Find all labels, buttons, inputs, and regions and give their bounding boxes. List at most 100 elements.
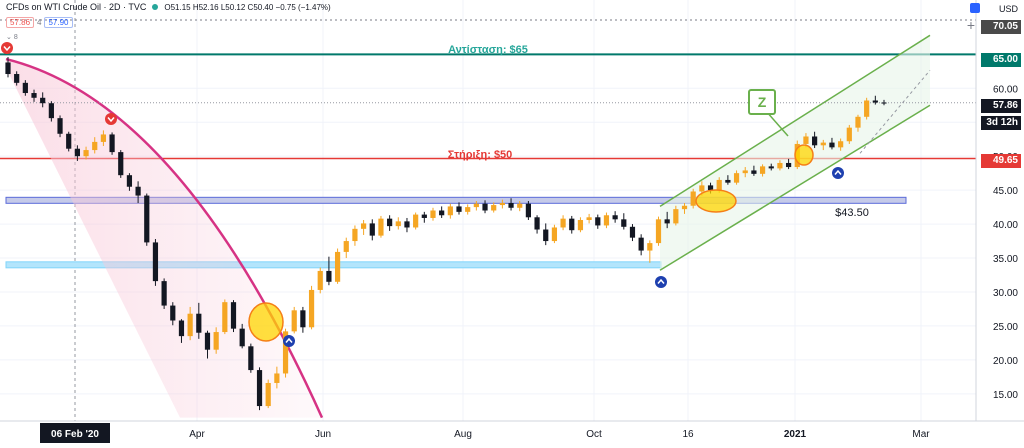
add-crosshair-icon[interactable]: + — [966, 17, 976, 33]
candle-body — [265, 382, 271, 407]
buy-arrow-icon — [283, 335, 295, 347]
x-tick-label: Aug — [454, 429, 472, 440]
price-tag-support: 49.65 — [981, 154, 1021, 168]
candle-body — [187, 313, 193, 337]
candle-body — [629, 226, 636, 238]
candle-body — [742, 170, 748, 174]
candle-body — [577, 220, 584, 231]
candle-body — [256, 370, 263, 407]
channel-midline — [859, 69, 931, 154]
y-tick-label: 20.00 — [993, 356, 1018, 367]
candle-body — [638, 237, 644, 251]
zone-value-label: $43.50 — [835, 207, 869, 219]
candle-body — [560, 218, 566, 228]
crosshair-date-box — [40, 423, 110, 443]
y-tick-label: 15.00 — [993, 390, 1018, 401]
x-tick-label: Jun — [315, 429, 331, 440]
candle-body — [369, 223, 375, 236]
candle-body — [421, 214, 427, 218]
x-tick-label: 16 — [682, 429, 694, 440]
candle-body — [334, 251, 341, 282]
candle-body — [681, 205, 688, 210]
y-tick-label: 35.00 — [993, 254, 1018, 265]
candle-body — [707, 185, 714, 191]
x-tick-label: Apr — [189, 429, 205, 440]
y-tick-label: 45.00 — [993, 186, 1018, 197]
zone-43-50 — [5, 196, 907, 204]
channel-lower — [659, 104, 931, 271]
downtrend-curve — [5, 57, 324, 419]
candle-body — [343, 241, 349, 252]
candle-body — [48, 103, 54, 119]
time-axis[interactable]: 06 Feb '20 Apr Jun Aug Oct 16 2021 Mar — [40, 423, 930, 443]
ohlc-readout: O51.15 H52.16 L50.12 C50.40 −0.75 (−1.47… — [164, 2, 331, 12]
currency-label[interactable]: USD — [998, 4, 1018, 14]
candle-body — [846, 127, 852, 142]
candle-body — [161, 281, 167, 306]
x-tick-label: Mar — [912, 429, 930, 440]
x-tick-label: 06 Feb '20 — [51, 429, 99, 440]
candle-body — [100, 134, 107, 142]
candle-body — [603, 215, 610, 226]
candle-body — [83, 150, 89, 157]
resistance-label: Αντίσταση: $65 — [448, 44, 528, 56]
candle-body — [586, 217, 592, 221]
candles — [5, 57, 887, 411]
candle-body — [864, 100, 870, 117]
candle-body — [829, 142, 835, 148]
candle-body — [40, 97, 46, 104]
candle-body — [725, 179, 731, 183]
candle-body — [144, 195, 150, 243]
candle-body — [759, 166, 766, 174]
candle-body — [291, 310, 297, 332]
candle-body — [733, 173, 740, 183]
candle-body — [621, 219, 627, 227]
price-axis[interactable]: 15.0020.0025.0030.0035.0040.0045.0050.00… — [993, 84, 1018, 401]
candle-body — [326, 270, 332, 282]
bid-price[interactable]: 57.86 — [6, 17, 35, 28]
candle-body — [482, 203, 488, 211]
curve-fill — [6, 59, 322, 418]
candle-body — [152, 242, 159, 282]
candle-body — [308, 289, 315, 328]
candle-body — [135, 186, 141, 196]
y-tick-label: 30.00 — [993, 288, 1018, 299]
candle-body — [569, 218, 575, 231]
candle-body — [204, 332, 211, 350]
y-tick-label: 60.00 — [993, 84, 1018, 95]
candle-body — [647, 243, 653, 251]
candle-body — [22, 82, 28, 94]
candle-body — [716, 179, 722, 191]
candle-body — [456, 206, 462, 212]
market-status-icon — [152, 4, 159, 10]
z-marker-leader — [765, 110, 789, 137]
candle-body — [361, 223, 367, 229]
buy-arrow-icon — [655, 276, 667, 288]
lock-icon[interactable] — [970, 3, 980, 13]
symbol-title[interactable]: CFDs on WTI Crude Oil · 2D · TVC — [6, 2, 147, 12]
highlight-crossover — [248, 302, 284, 342]
candle-body — [872, 100, 878, 103]
candle-body — [178, 320, 185, 337]
candle-body — [5, 62, 11, 75]
channel-upper — [659, 34, 931, 208]
indicators-toggle[interactable]: ⌄ 8 — [6, 33, 18, 41]
candle-body — [352, 228, 358, 242]
candle-body — [300, 310, 306, 328]
candle-body — [230, 302, 237, 329]
candle-body — [213, 332, 219, 350]
countdown-tag: 3d 12h — [981, 116, 1021, 130]
x-tick-label: Oct — [586, 429, 602, 440]
candle-body — [196, 313, 202, 333]
candle-body — [92, 141, 98, 151]
candle-body — [499, 203, 505, 206]
candle-body — [855, 116, 861, 128]
candle-body — [430, 210, 436, 218]
candle-body — [803, 136, 809, 144]
candle-body — [473, 203, 479, 208]
candle-body — [838, 141, 844, 148]
chevron-down-icon: ⌄ — [6, 34, 12, 41]
candle-body — [699, 185, 705, 192]
ask-price[interactable]: 57.90 — [44, 17, 73, 28]
